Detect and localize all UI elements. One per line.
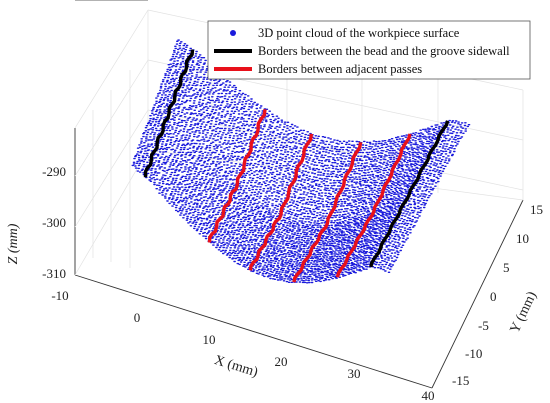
pass-border-line xyxy=(207,109,267,243)
grid-line xyxy=(74,149,149,276)
y-tick-label: -5 xyxy=(478,318,489,333)
z-axis-label: Z (mm) xyxy=(6,223,21,264)
y-tick-label: -10 xyxy=(465,346,482,361)
z-axis-ticks: -290 -300 -310 xyxy=(42,164,66,281)
x-axis-line xyxy=(74,274,433,389)
bead-groove-border-line xyxy=(143,49,195,178)
legend-label: 3D point cloud of the workpiece surface xyxy=(258,26,460,40)
y-tick-label: 0 xyxy=(490,289,497,304)
grid-line xyxy=(74,59,149,177)
legend: 3D point cloud of the workpiece surface … xyxy=(207,20,531,80)
y-tick-label: -15 xyxy=(452,373,469,388)
grid-line xyxy=(74,9,149,129)
point-cloud xyxy=(131,39,471,284)
pass-border-line xyxy=(335,133,412,278)
legend-label: Borders between adjacent passes xyxy=(258,62,422,76)
pass-border-line xyxy=(292,141,363,283)
x-tick-label: 40 xyxy=(422,388,435,403)
borders xyxy=(143,49,450,283)
legend-label: Borders between the bead and the groove … xyxy=(258,44,510,58)
z-tick-label: -310 xyxy=(42,266,66,281)
x-tick-label: 0 xyxy=(134,310,141,325)
point-cloud-dots xyxy=(131,39,471,284)
y-tick-label: 5 xyxy=(503,260,510,275)
x-tick-label: 30 xyxy=(348,366,361,381)
z-tick-label: -300 xyxy=(42,215,66,230)
grid-line xyxy=(147,149,524,201)
legend-box xyxy=(207,20,531,80)
z-tick-label: -290 xyxy=(42,164,66,179)
y-axis-line xyxy=(431,199,524,389)
x-tick-label: 20 xyxy=(275,354,288,369)
x-tick-label: -10 xyxy=(51,288,68,303)
pass-border-line xyxy=(248,133,314,271)
y-axis-ticks: -15 -10 -5 0 5 10 15 xyxy=(452,202,543,388)
y-axis-label: Y (mm) xyxy=(508,289,540,336)
x-tick-label: 10 xyxy=(203,332,216,347)
legend-swatch-point-cloud xyxy=(230,30,236,36)
x-axis-ticks: -10 0 10 20 30 40 xyxy=(51,288,434,403)
x-axis-label: X (mm) xyxy=(212,353,259,381)
y-tick-label: 15 xyxy=(530,202,543,217)
bead-groove-border-line xyxy=(369,120,450,268)
y-tick-label: 10 xyxy=(516,231,529,246)
grid-line xyxy=(74,109,149,228)
